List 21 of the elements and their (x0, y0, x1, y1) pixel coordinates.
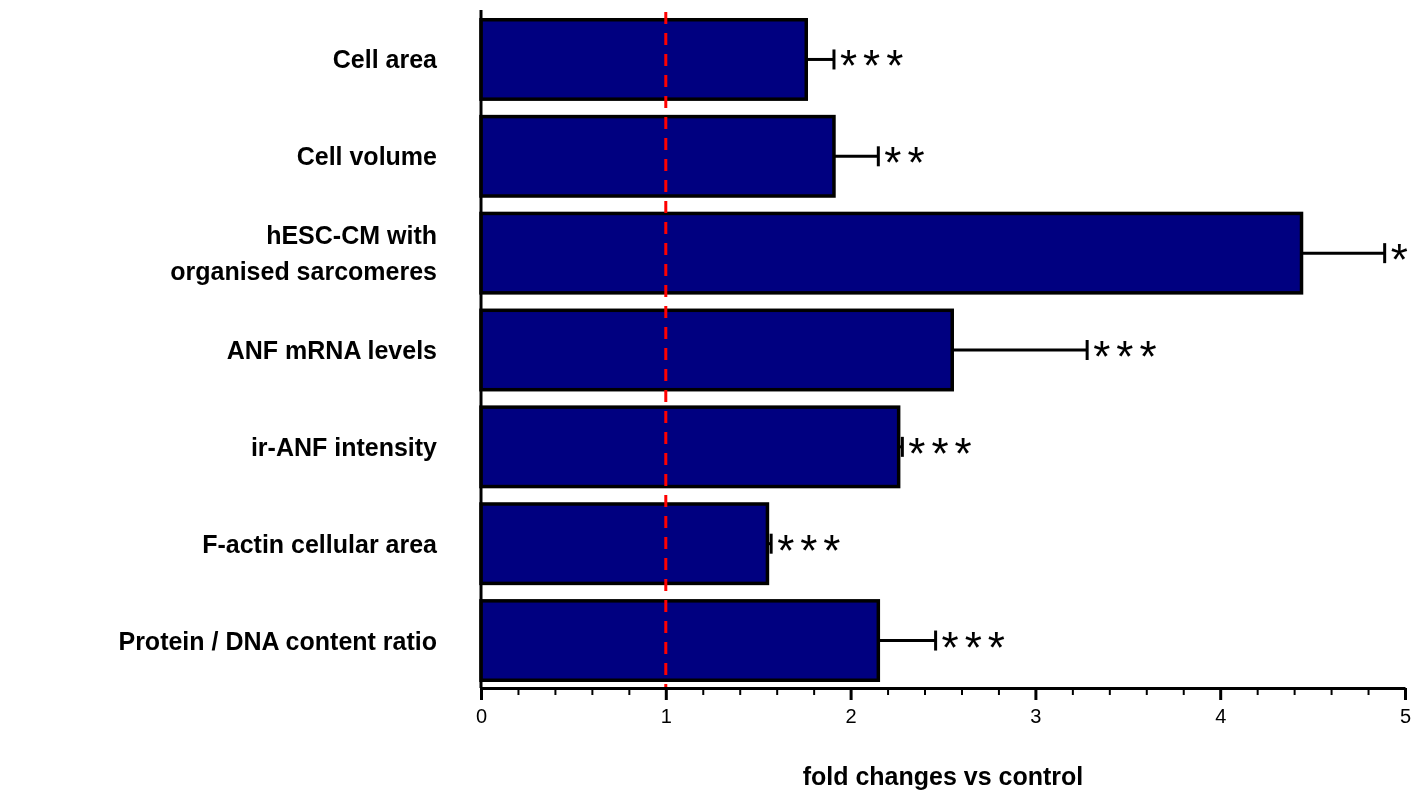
annotation: ** (884, 138, 931, 188)
x-tick-label: 5 (1399, 705, 1412, 727)
x-axis-title: fold changes vs control (802, 762, 1084, 790)
x-tick-label: 3 (1030, 705, 1042, 727)
annotation: *** (908, 428, 978, 478)
y-tick-label: F-actin cellular area (202, 529, 439, 558)
y-tick-label: Protein / DNA content ratio (118, 626, 437, 655)
annotation: *** (941, 622, 1011, 672)
y-tick-label: Cell area (332, 45, 439, 74)
annotation: * (1390, 235, 1414, 285)
x-tick-label: 1 (660, 705, 672, 727)
y-tick-label: ANF mRNA levels (226, 336, 437, 364)
annotation: *** (1093, 332, 1163, 381)
x-tick-label: 0 (475, 705, 488, 727)
y-tick-label: Cell volume (296, 142, 438, 171)
annotation: *** (777, 525, 847, 575)
x-tick-label: 2 (845, 705, 857, 727)
annotation: *** (839, 41, 910, 91)
y-tick-label: hESC-CM with organised sarcomeres (170, 221, 437, 286)
x-tick-label: 4 (1215, 705, 1227, 727)
y-tick-label: ir-ANF intensity (250, 432, 438, 461)
